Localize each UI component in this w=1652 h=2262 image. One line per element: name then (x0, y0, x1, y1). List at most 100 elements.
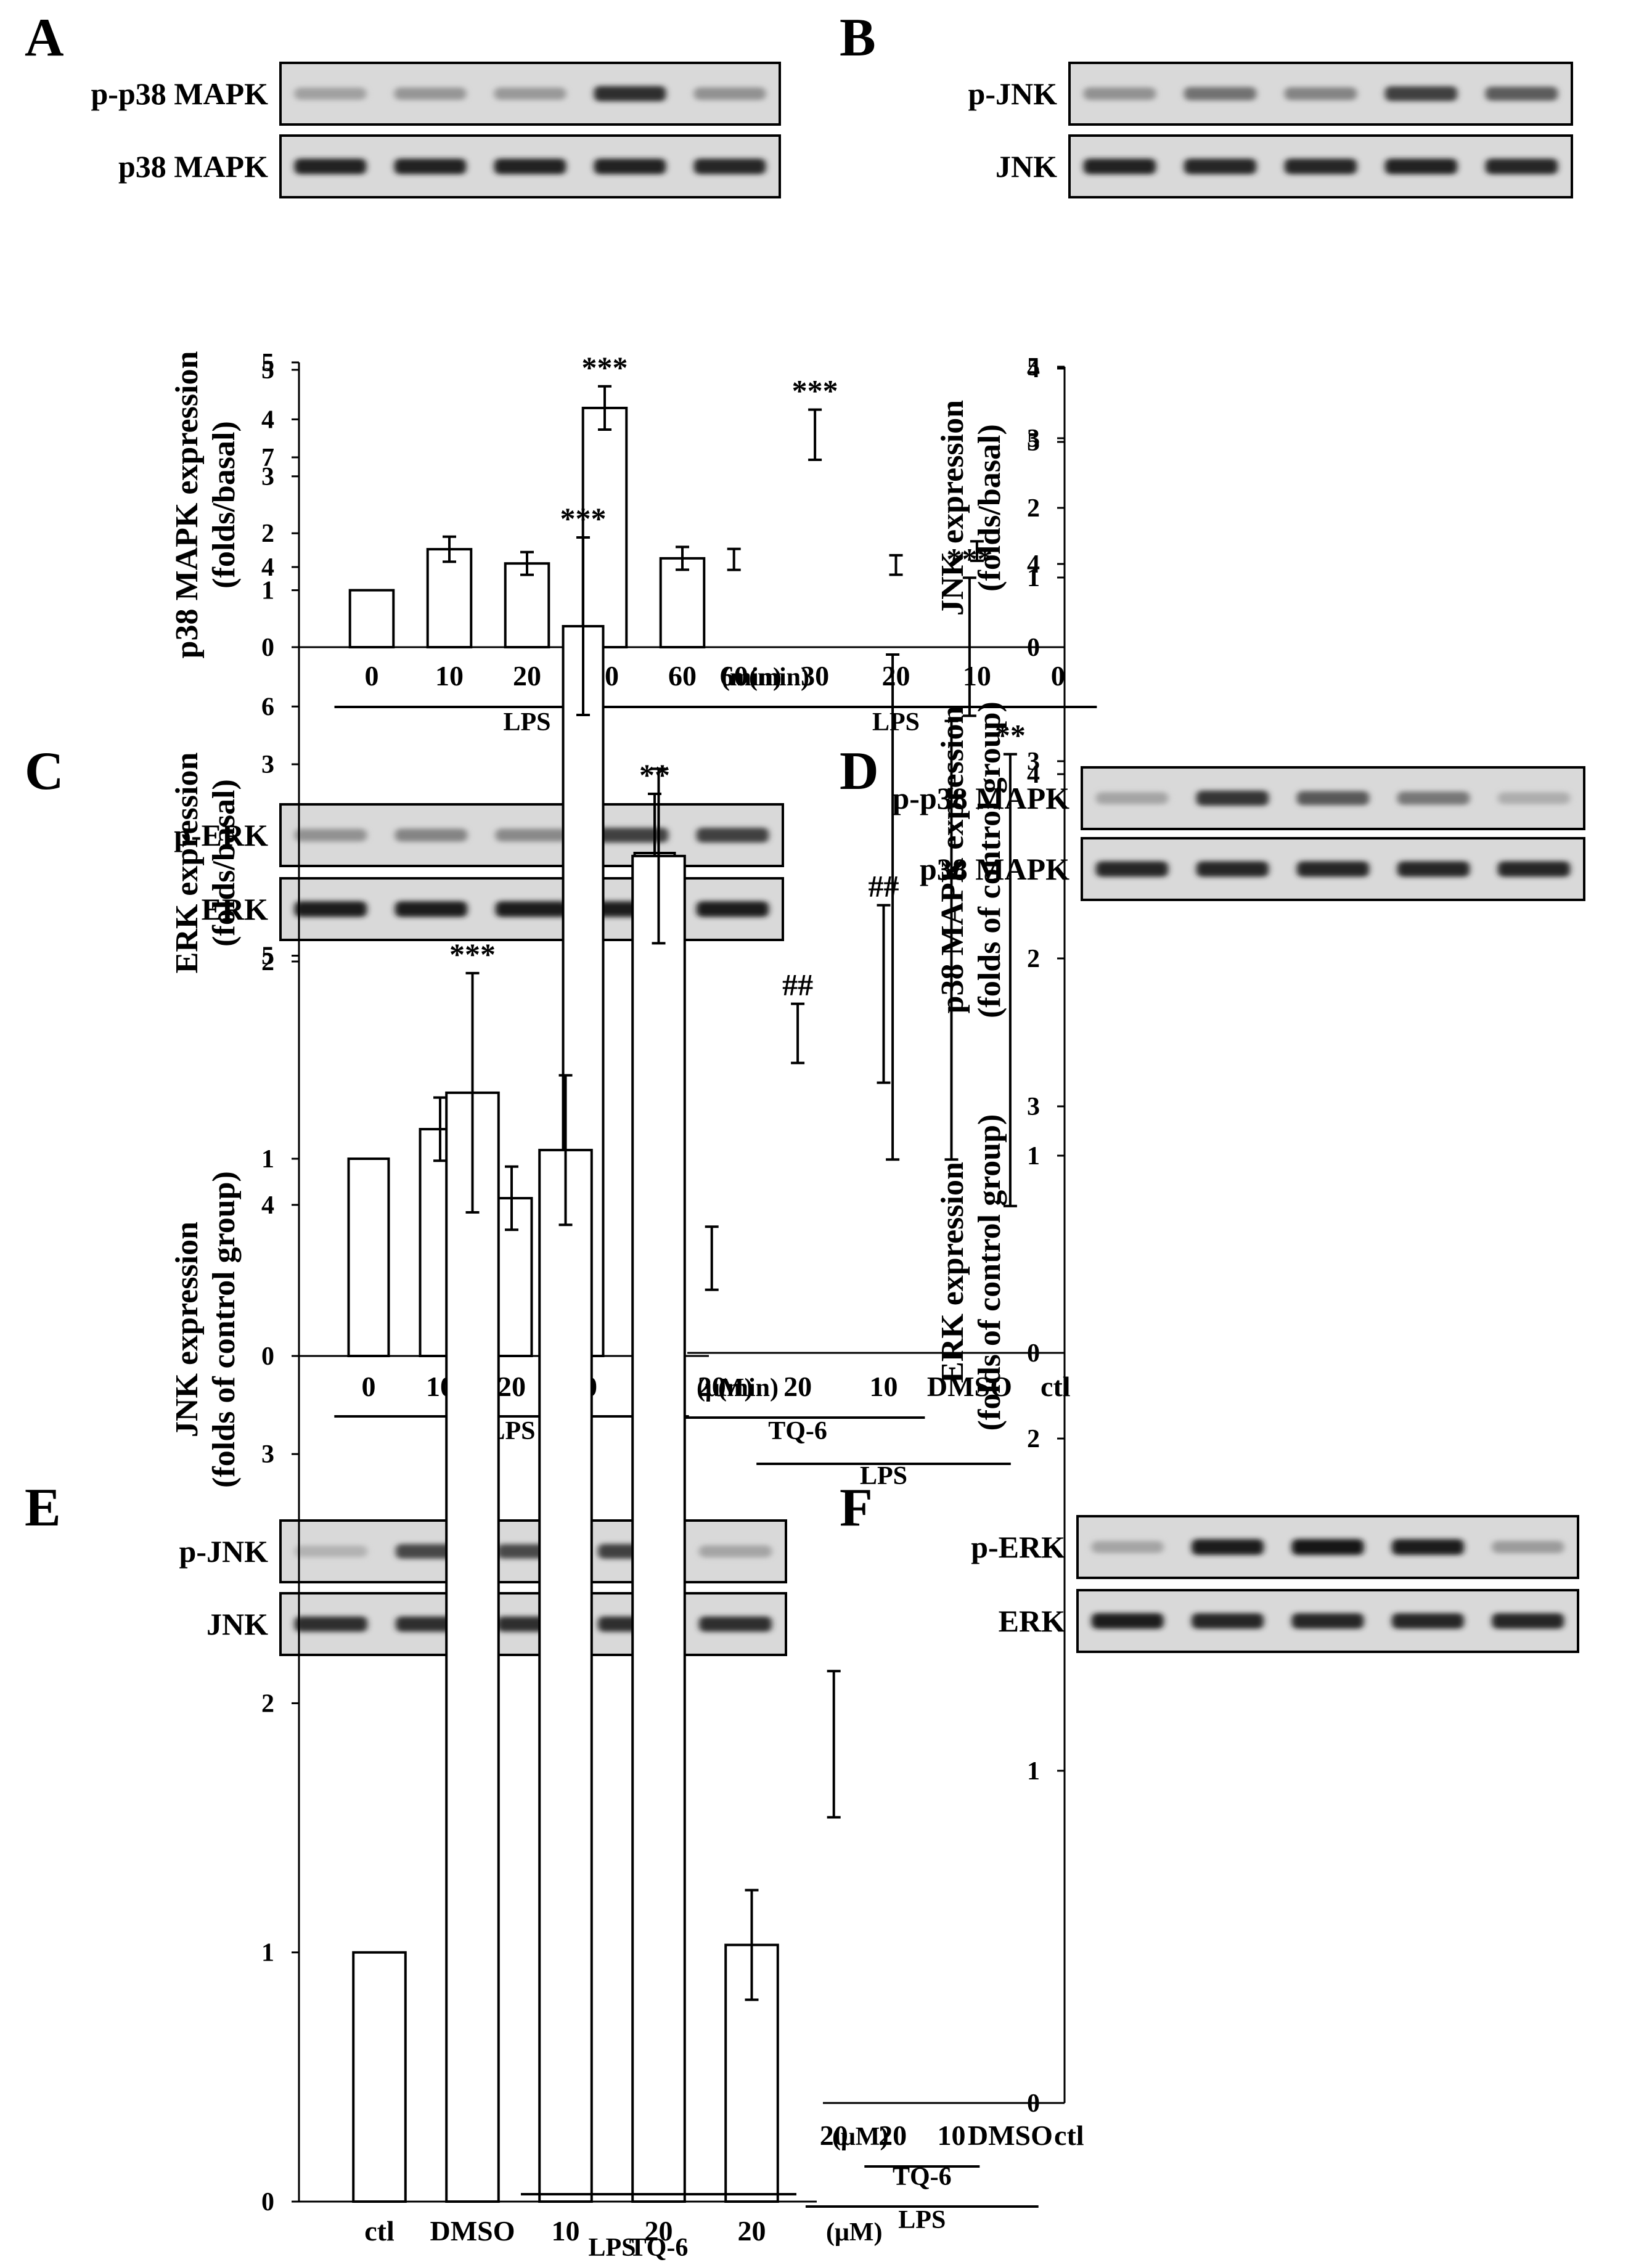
band-E-2-1 (294, 1616, 368, 1632)
significance-D-4: ## (782, 968, 813, 1002)
x-label-E-3: 10 (552, 2215, 580, 2247)
y-tick-label-A-0: 0 (261, 634, 274, 662)
blot-label-C-2: ERK (202, 892, 268, 926)
x-label-A-5: 60 (668, 660, 697, 692)
band-C-1-5 (696, 828, 769, 843)
blot-label-B-2: JNK (996, 149, 1057, 184)
y-tick-label-D-0: 0 (1027, 1339, 1040, 1368)
band-A-1-1 (294, 88, 367, 100)
y-tick-label-C-5: 5 (261, 356, 274, 385)
band-C-1-4 (595, 828, 669, 843)
x-label-A-2: 10 (435, 660, 464, 692)
x-label-D-4: 20 (783, 1371, 812, 1402)
y-tick-label-E-7: 7 (261, 444, 274, 472)
y-tick-label-E-2: 2 (261, 1689, 274, 1718)
bar-E-4 (631, 854, 686, 2203)
y-label-F-1: ERK expression (935, 1162, 970, 1383)
significance-E-2: *** (449, 937, 496, 971)
blot-label-D-1: p-p38 MAPK (893, 781, 1070, 815)
band-D-1-3 (1296, 791, 1370, 806)
y-tick-label-D-1: 1 (1027, 1142, 1040, 1170)
bar-A-4 (581, 406, 628, 648)
panel-label-F: F (840, 1478, 873, 1538)
y-tick-label-F-3: 3 (1027, 1093, 1040, 1121)
band-C-1-1 (294, 828, 367, 842)
y-tick-label-F-4: 4 (1027, 761, 1040, 789)
band-C-2-3 (495, 901, 568, 917)
panel-E: Ep-JNK JNK 0 1 2 3 4 5 6 7 JNK expression (folds of… (25, 444, 882, 2262)
bar-A-1 (348, 589, 395, 648)
group-label-B-1: LPS (872, 708, 920, 737)
bar-E-1 (352, 1951, 407, 2203)
band-F-2-1 (1091, 1613, 1164, 1629)
blot-label-B-1: p-JNK (968, 76, 1058, 111)
band-A-1-4 (594, 86, 666, 102)
y-tick-label-E-0: 0 (261, 2188, 274, 2216)
blot-label-E-2: JNK (206, 1607, 268, 1641)
panel-label-A: A (25, 8, 64, 68)
y-tick-label-A-2: 2 (261, 520, 274, 548)
bar-C-1 (347, 1158, 390, 1357)
band-B-1-4 (1384, 86, 1458, 101)
x-label-C-3: 20 (497, 1371, 526, 1402)
band-F-2-4 (1391, 1613, 1464, 1629)
y-label-B-2: (folds/basal) (972, 424, 1007, 592)
x-label-A-3: 20 (513, 660, 541, 692)
band-A-1-5 (693, 87, 766, 100)
panel-label-E: E (25, 1478, 61, 1538)
band-B-1-2 (1184, 87, 1257, 100)
panel-label-B: B (840, 8, 876, 68)
group-label-E-1: TQ-6 (629, 2234, 689, 2262)
band-A-2-2 (394, 158, 467, 174)
bar-E-2 (445, 1091, 500, 2203)
y-tick-label-B-3: 3 (1027, 425, 1040, 453)
y-tick-label-E-3: 3 (261, 1440, 274, 1469)
band-A-2-3 (494, 158, 566, 174)
significance-F-2: ** (995, 718, 1026, 753)
x-label-D-1: ctl (1041, 1371, 1071, 1402)
x-unit-C: (min) (718, 1374, 779, 1402)
band-E-2-5 (698, 1616, 772, 1632)
band-C-1-2 (395, 828, 468, 842)
bar-A-2 (426, 548, 473, 649)
y-tick-label-A-1: 1 (261, 577, 274, 605)
x-label-E-1: ctl (364, 2215, 395, 2247)
band-A-1-2 (394, 87, 467, 100)
band-A-2-1 (294, 158, 367, 174)
band-C-2-5 (696, 901, 769, 917)
band-B-2-2 (1184, 158, 1257, 174)
x-unit-B: (min) (721, 663, 782, 692)
band-F-1-3 (1291, 1539, 1364, 1555)
significance-C-4: *** (560, 501, 607, 536)
group-label-A-1: LPS (503, 708, 550, 737)
band-D-1-5 (1497, 792, 1571, 804)
y-tick-label-C-4: 4 (261, 553, 274, 582)
band-F-1-5 (1492, 1541, 1564, 1553)
y-tick-label-F-1: 1 (1027, 1757, 1040, 1786)
y-label-E-1: JNK expression (170, 1222, 205, 1437)
x-label-F-2: DMSO (968, 2120, 1053, 2151)
band-C-1-3 (495, 828, 568, 842)
bar-A-3 (504, 562, 550, 648)
blot-label-A-1: p-p38 MAPK (91, 76, 269, 111)
bar-E-5 (724, 1943, 779, 2203)
y-tick-label-E-4: 4 (261, 1191, 274, 1220)
band-D-1-1 (1095, 792, 1169, 804)
x-label-A-1: 0 (365, 660, 379, 692)
band-F-1-4 (1391, 1539, 1464, 1555)
panel-B: Bp-JNK JNK 0 1 2 3 4 JNK expression (folds/basal… (695, 8, 1573, 737)
band-F-2-2 (1192, 1613, 1264, 1629)
group-label-F-2: LPS (898, 2206, 946, 2234)
blot-label-E-1: p-JNK (179, 1534, 269, 1569)
band-B-1-1 (1083, 87, 1156, 100)
y-tick-label-C-3: 3 (261, 751, 274, 779)
y-tick-label-C-0: 0 (261, 1342, 274, 1371)
y-tick-label-C-1: 1 (261, 1145, 274, 1174)
band-B-1-5 (1485, 86, 1558, 101)
significance-C-5: ** (639, 757, 670, 792)
band-A-2-4 (594, 158, 666, 174)
band-B-2-3 (1284, 158, 1357, 174)
panel-label-C: C (25, 741, 64, 801)
